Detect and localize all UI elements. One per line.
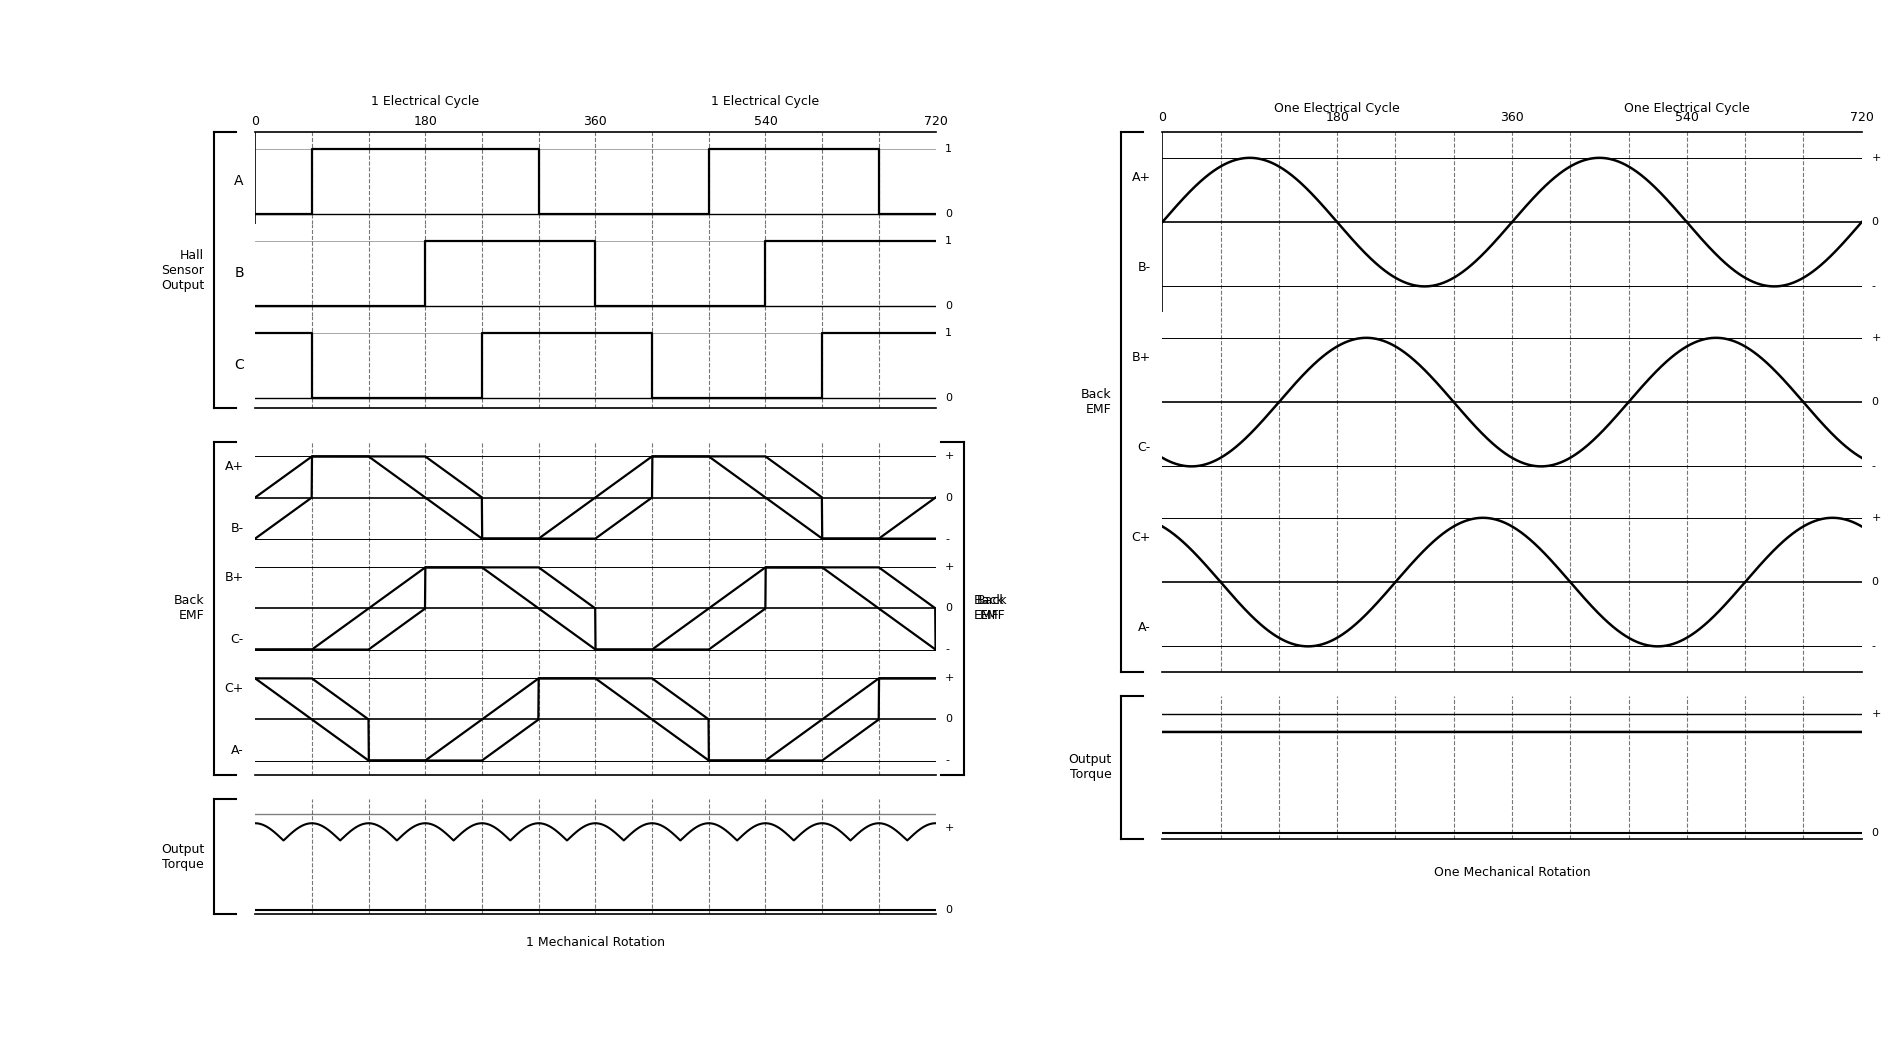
Text: +: +: [944, 451, 954, 462]
Text: B-: B-: [1137, 261, 1150, 274]
Text: 720: 720: [1849, 111, 1872, 125]
Text: B: B: [234, 266, 244, 280]
Text: A+: A+: [225, 460, 244, 474]
Text: A-: A-: [230, 744, 244, 757]
Text: One Electrical Cycle: One Electrical Cycle: [1623, 101, 1749, 115]
Text: -: -: [1870, 281, 1874, 292]
Text: -: -: [944, 645, 948, 654]
Text: 360: 360: [1500, 111, 1523, 125]
Text: +: +: [1870, 709, 1880, 719]
Text: 0: 0: [1870, 577, 1878, 587]
Text: One Electrical Cycle: One Electrical Cycle: [1273, 101, 1400, 115]
Text: 180: 180: [1324, 111, 1349, 125]
Text: 360: 360: [584, 114, 606, 128]
Text: Hall
Sensor
Output: Hall Sensor Output: [161, 248, 204, 292]
Text: C-: C-: [1137, 441, 1150, 453]
Text: -: -: [944, 534, 948, 543]
Text: 1 Electrical Cycle: 1 Electrical Cycle: [370, 95, 480, 108]
Text: C+: C+: [225, 682, 244, 696]
Text: -: -: [1870, 461, 1874, 471]
Text: 1: 1: [944, 236, 952, 245]
Text: +: +: [1870, 333, 1880, 342]
Text: 540: 540: [754, 114, 776, 128]
Text: 0: 0: [944, 905, 952, 914]
Text: 0: 0: [944, 209, 952, 219]
Text: 0: 0: [251, 114, 259, 128]
Text: 1: 1: [944, 328, 952, 337]
Text: C+: C+: [1132, 531, 1150, 543]
Text: -: -: [944, 756, 948, 765]
Text: A-: A-: [1137, 620, 1150, 633]
Text: Back
EMF: Back EMF: [973, 594, 1003, 623]
Text: 0: 0: [1870, 397, 1878, 407]
Text: C: C: [234, 358, 244, 372]
Text: 0: 0: [944, 604, 952, 613]
Text: A+: A+: [1132, 170, 1150, 184]
Text: 1 Mechanical Rotation: 1 Mechanical Rotation: [525, 937, 665, 949]
Text: C-: C-: [230, 633, 244, 646]
Text: -: -: [1870, 642, 1874, 651]
Text: Output
Torque: Output Torque: [161, 842, 204, 871]
Text: 720: 720: [924, 114, 946, 128]
Text: 0: 0: [1870, 828, 1878, 837]
Text: 0: 0: [944, 715, 952, 724]
Text: 540: 540: [1674, 111, 1698, 125]
Text: +: +: [944, 823, 954, 833]
Text: 0: 0: [1870, 217, 1878, 227]
Text: +: +: [944, 673, 954, 683]
Text: 1 Electrical Cycle: 1 Electrical Cycle: [710, 95, 820, 108]
Text: 0: 0: [944, 493, 952, 502]
Text: B+: B+: [1132, 351, 1150, 364]
Text: 0: 0: [944, 393, 952, 404]
Text: Back
EMF: Back EMF: [174, 594, 204, 623]
Text: 180: 180: [414, 114, 436, 128]
Text: +: +: [1870, 513, 1880, 523]
Text: B-: B-: [230, 522, 244, 535]
Text: +: +: [944, 562, 954, 573]
Text: 1: 1: [944, 144, 952, 153]
Text: A: A: [234, 174, 244, 188]
Text: +: +: [1870, 153, 1880, 163]
Text: Back
EMF: Back EMF: [977, 594, 1007, 623]
Text: 0: 0: [1158, 111, 1166, 125]
Text: Back
EMF: Back EMF: [1081, 388, 1111, 416]
Text: Output
Torque: Output Torque: [1067, 754, 1111, 781]
Text: One Mechanical Rotation: One Mechanical Rotation: [1434, 866, 1589, 878]
Text: 0: 0: [944, 301, 952, 312]
Text: B+: B+: [225, 571, 244, 585]
